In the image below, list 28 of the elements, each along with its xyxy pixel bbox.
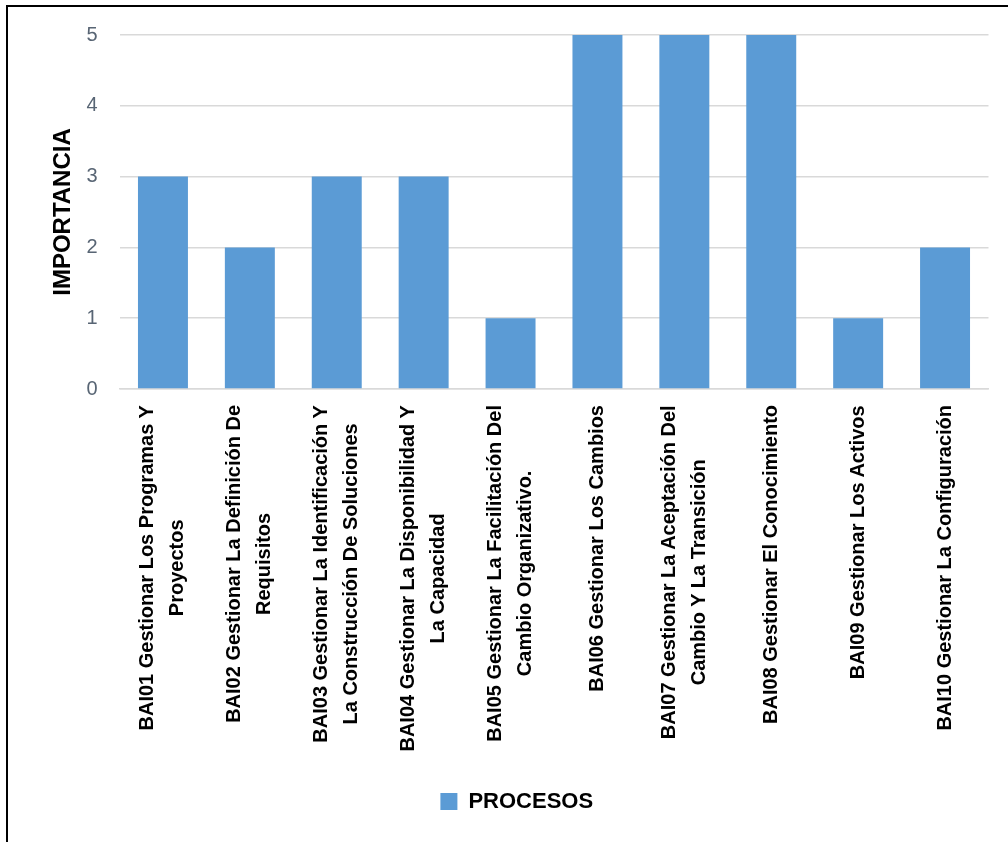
x-tick-label: BAI09 Gestionar Los Activos [845,405,868,680]
bar [137,176,188,389]
y-tick-label: 4 [86,93,98,116]
y-tick-label: 1 [86,305,98,328]
bar [572,35,623,389]
x-tick-label: BAI03 Gestionar La Identificación Y La Construcción De Soluciones [309,404,362,743]
x-tick-label: BAI08 Gestionar El Conocimiento [758,405,781,724]
bar [746,35,797,389]
x-tick-label: BAI01 Gestionar Los Programas Y Proyectos [135,404,188,731]
bar [920,247,971,389]
legend-label: PROCESOS [468,787,594,813]
y-tick-label: 0 [86,376,98,399]
x-tick-label: BAI10 Gestionar La Configuración [932,405,955,731]
bar [311,176,362,389]
bar [398,176,449,389]
x-tick-label: BAI06 Gestionar Los Cambios [584,404,607,692]
bar [485,318,536,389]
y-tick-label: 3 [86,164,98,187]
bar [659,35,710,389]
bar [833,318,884,389]
y-axis-title: IMPORTANCIA [48,128,76,296]
x-tick-label: BAI04 Gestionar La Disponibilidad Y La Capacidad [396,404,449,752]
bar [224,247,275,389]
x-tick-label: BAI05 Gestionar La Facilitación Del Cambio Organizativo. [483,404,536,742]
x-tick-label: BAI07 Gestionar La Aceptación Del Cambio Y La Transición [656,405,709,740]
y-tick-label: 5 [86,22,98,45]
x-tick-label: BAI02 Gestionar La Definición De Requisitos [222,405,275,723]
y-tick-label: 2 [86,234,98,257]
